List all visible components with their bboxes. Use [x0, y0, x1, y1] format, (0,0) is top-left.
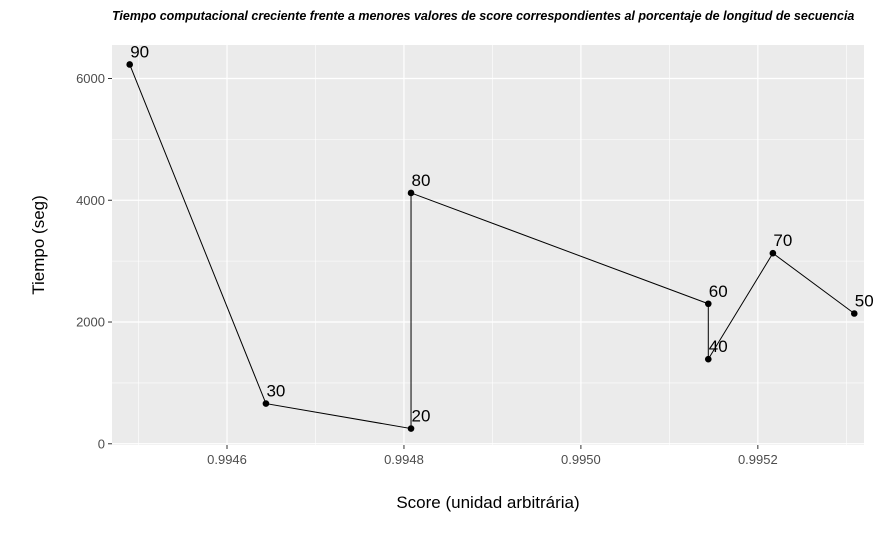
x-tick-label: 0.9948	[384, 452, 424, 467]
data-point	[407, 425, 415, 432]
plot-panel	[112, 45, 864, 445]
data-label: 50	[855, 291, 874, 310]
y-axis-title: Tiempo (seg)	[29, 195, 48, 295]
x-tick-label: 0.9950	[561, 452, 601, 467]
data-label: 70	[773, 231, 792, 250]
y-tick-label: 4000	[76, 193, 105, 208]
x-tick-label: 0.9946	[207, 452, 247, 467]
data-point	[704, 300, 712, 308]
y-tick-label: 0	[98, 436, 105, 451]
x-axis-title: Score (unidad arbitrária)	[396, 493, 579, 512]
y-tick-label: 6000	[76, 71, 105, 86]
chart-title: Tiempo computacional creciente frente a …	[112, 9, 855, 23]
gridlines	[112, 45, 864, 445]
data-label: 40	[709, 337, 728, 356]
data-point	[769, 249, 777, 257]
x-tick-label: 0.9952	[738, 452, 778, 467]
series-line	[129, 64, 855, 430]
data-point	[850, 310, 858, 317]
axes: 0.9946 0.9948 0.9950 0.9952 0 2000 4000 6000	[76, 71, 778, 467]
data-label: 30	[266, 382, 285, 401]
data-label: 60	[709, 282, 728, 301]
y-tick-label: 2000	[76, 315, 105, 330]
data-point	[704, 355, 712, 363]
data-point	[126, 61, 133, 68]
data-series: 90 30 20 80 60 40 70 50	[126, 42, 874, 432]
data-point	[262, 400, 270, 407]
data-label: 80	[412, 171, 431, 190]
data-label: 90	[130, 42, 149, 61]
data-label: 20	[412, 407, 431, 426]
data-point	[407, 189, 415, 197]
